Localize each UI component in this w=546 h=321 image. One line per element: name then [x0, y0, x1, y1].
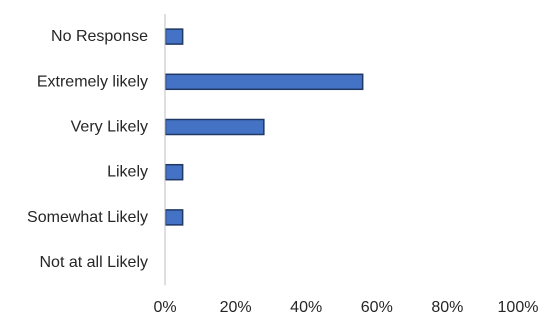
- category-label: Very Likely: [71, 119, 148, 136]
- category-label: Not at all Likely: [40, 254, 149, 271]
- category-labels: No Response Extremely likely Very Likely Li…: [27, 28, 148, 271]
- bar: [164, 163, 184, 181]
- category-label: No Response: [51, 28, 148, 45]
- bars: [164, 28, 364, 226]
- x-tick-labels: 0% 20% 40% 60% 80% 100%: [153, 299, 538, 316]
- x-tick-label: 80%: [431, 299, 463, 316]
- x-tick-label: 100%: [498, 299, 539, 316]
- x-tick-label: 40%: [290, 299, 322, 316]
- category-label: Somewhat Likely: [27, 209, 148, 226]
- x-tick-label: 20%: [220, 299, 252, 316]
- bar: [164, 73, 364, 91]
- bar: [164, 28, 184, 45]
- bar: [164, 209, 184, 226]
- category-label: Extremely likely: [37, 73, 148, 90]
- x-tick-label: 0%: [153, 299, 176, 316]
- x-tick-label: 60%: [361, 299, 393, 316]
- bar: [164, 118, 265, 136]
- category-label: Likely: [107, 164, 148, 181]
